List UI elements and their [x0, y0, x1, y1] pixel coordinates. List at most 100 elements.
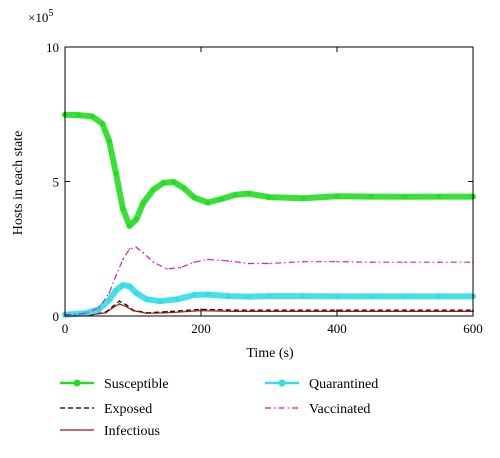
data-point	[161, 180, 167, 186]
data-point	[84, 312, 87, 315]
data-point	[247, 262, 250, 265]
data-point	[118, 300, 121, 303]
data-point	[368, 194, 374, 200]
data-point	[122, 258, 124, 261]
data-point	[118, 303, 121, 305]
series-line-vaccinated	[64, 246, 473, 316]
data-point	[166, 310, 168, 313]
data-point	[99, 121, 105, 127]
legend-item-vaccinated: Vaccinated	[265, 402, 370, 417]
y-tick-label: 10	[46, 40, 59, 55]
x-tick-label: 400	[327, 321, 347, 336]
data-point	[336, 309, 338, 311]
legend-item-quarantined: Quarantined	[265, 377, 378, 392]
data-point	[144, 296, 150, 302]
data-point	[120, 205, 126, 211]
data-point	[368, 293, 374, 299]
data-point	[268, 262, 270, 265]
data-point	[436, 194, 442, 200]
data-point	[120, 282, 126, 288]
data-point	[302, 260, 304, 263]
plot-frame	[64, 46, 474, 317]
data-point	[268, 310, 270, 313]
data-point	[111, 307, 114, 309]
data-point	[132, 309, 134, 312]
data-point	[150, 187, 156, 193]
data-point	[404, 309, 406, 311]
data-point	[402, 293, 408, 299]
x-tick-label: 200	[191, 321, 211, 336]
data-point	[191, 292, 197, 298]
y-tick-label: 5	[53, 175, 60, 190]
data-point	[106, 297, 112, 303]
legend-marker-quarantined	[278, 379, 286, 387]
legend: Susceptible Exposed Infectious Quarantined V…	[60, 377, 378, 439]
legend-item-susceptible: Susceptible	[60, 377, 169, 392]
data-point	[218, 196, 224, 202]
data-point	[205, 292, 211, 297]
series-line-quarantined	[62, 282, 476, 318]
data-point	[96, 306, 102, 312]
series-susceptible	[62, 111, 476, 229]
data-point	[125, 305, 127, 308]
y-exponent-base: ×10	[28, 10, 48, 25]
y-axis-label: Hosts in each state	[11, 131, 26, 236]
series-line-exposed	[64, 300, 473, 317]
data-point	[234, 309, 236, 311]
data-point	[234, 310, 236, 313]
data-point	[140, 200, 146, 206]
legend-item-infectious: Infectious	[60, 424, 160, 439]
data-point	[142, 252, 144, 254]
y-tick-label: 0	[53, 309, 60, 324]
data-point	[205, 200, 211, 205]
data-point	[135, 246, 138, 249]
data-point	[157, 298, 163, 304]
x-tick-label: 600	[463, 321, 483, 336]
data-point	[266, 293, 272, 299]
data-point	[98, 307, 100, 309]
legend-label-infectious: Infectious	[104, 424, 160, 439]
data-point	[108, 292, 110, 294]
data-point	[166, 312, 168, 314]
data-point	[404, 310, 406, 313]
data-point	[334, 293, 340, 299]
data-point	[268, 309, 270, 311]
data-point	[336, 260, 338, 263]
data-point	[171, 179, 177, 185]
data-point	[133, 216, 139, 222]
series-vaccinated	[64, 246, 474, 316]
data-point	[402, 194, 408, 200]
legend-label-exposed: Exposed	[104, 402, 152, 417]
data-point	[113, 170, 119, 176]
data-point	[133, 290, 139, 296]
x-tick-label: 0	[62, 321, 69, 336]
legend-item-exposed: Exposed	[60, 402, 152, 417]
data-point	[370, 261, 372, 264]
legend-marker-susceptible	[73, 379, 81, 387]
series-line-susceptible	[62, 111, 476, 229]
data-point	[125, 303, 127, 306]
data-point	[300, 293, 306, 299]
data-point	[191, 195, 197, 201]
data-point	[404, 261, 406, 264]
data-point	[246, 191, 252, 197]
data-point	[181, 185, 187, 191]
data-point	[76, 112, 82, 118]
data-point	[145, 312, 148, 315]
data-point	[89, 113, 95, 119]
data-point	[106, 138, 112, 144]
series-quarantined	[62, 282, 476, 318]
data-point	[115, 274, 117, 277]
data-point	[300, 195, 306, 201]
series-exposed	[64, 300, 474, 317]
data-point	[152, 261, 155, 264]
data-point	[207, 258, 209, 261]
data-point	[246, 294, 252, 300]
data-point	[436, 293, 442, 299]
data-point	[179, 266, 182, 269]
data-point	[225, 293, 231, 299]
data-point	[200, 308, 202, 311]
data-point	[127, 283, 133, 289]
y-exponent-label: ×105	[28, 8, 53, 25]
